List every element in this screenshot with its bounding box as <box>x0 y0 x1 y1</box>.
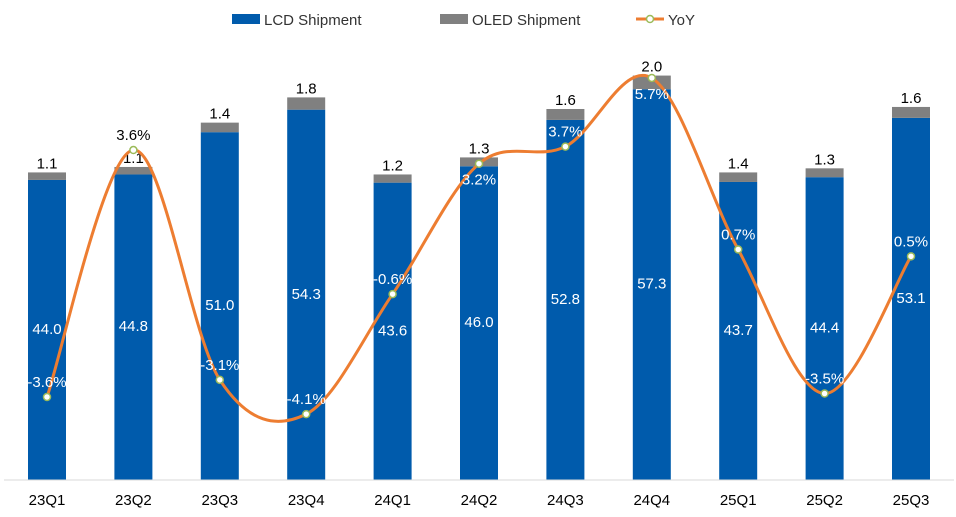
lcd-bar <box>114 174 153 481</box>
x-tick-label: 24Q4 <box>633 492 670 509</box>
lcd-value-label: 54.3 <box>292 286 321 303</box>
legend-swatch <box>232 14 260 24</box>
yoy-value-label: 0.5% <box>894 233 928 250</box>
oled-bar <box>287 97 326 110</box>
legend: LCD Shipment OLED Shipment YoY <box>232 12 695 29</box>
x-tick-label: 25Q2 <box>806 492 843 509</box>
legend-label: OLED Shipment <box>472 12 581 29</box>
x-tick-label: 24Q1 <box>374 492 411 509</box>
yoy-marker <box>42 392 52 402</box>
yoy-marker <box>474 159 484 168</box>
lcd-value-label: 43.7 <box>724 322 753 339</box>
x-tick-label: 24Q2 <box>461 492 498 509</box>
yoy-marker <box>906 252 916 261</box>
yoy-value-label: 3.2% <box>462 172 496 189</box>
yoy-labels: -3.6% 3.6% -3.1% -4.1% -0.6% 3.2% 3.7% 5.7% 0.7%… <box>27 86 928 408</box>
lcd-value-label: 44.4 <box>810 320 839 337</box>
yoy-marker <box>820 389 829 398</box>
yoy-marker <box>647 73 657 83</box>
lcd-bar <box>719 181 758 480</box>
yoy-value-label: 3.6% <box>116 127 150 144</box>
yoy-value-label: 0.7% <box>721 226 755 243</box>
lcd-value-label: 44.0 <box>32 321 61 338</box>
yoy-marker <box>561 142 570 151</box>
oled-bar <box>805 168 844 178</box>
lcd-bar <box>373 182 412 480</box>
yoy-value-label: -3.1% <box>200 357 239 374</box>
oled-value-label: 1.8 <box>296 80 317 97</box>
x-tick-label: 25Q1 <box>720 492 757 509</box>
oled-bar <box>28 172 66 180</box>
oled-bar <box>546 108 585 120</box>
lcd-value-label: 52.8 <box>551 291 580 308</box>
oled-value-label: 1.1 <box>37 155 58 172</box>
lcd-bar <box>546 119 585 481</box>
yoy-line-path <box>45 73 913 423</box>
yoy-value-label: -4.1% <box>287 391 326 408</box>
yoy-marker <box>388 289 397 299</box>
oled-bar <box>719 172 758 182</box>
bars <box>28 75 930 481</box>
oled-bar <box>200 122 239 133</box>
yoy-marker <box>215 375 225 385</box>
oled-bar <box>114 166 153 175</box>
oled-bar <box>373 174 412 183</box>
legend-swatch <box>440 14 468 24</box>
lcd-bar <box>632 89 671 481</box>
yoy-value-label: -3.6% <box>27 374 66 391</box>
oled-value-label: 1.6 <box>555 92 576 109</box>
lcd-value-label: 57.3 <box>637 276 666 293</box>
lcd-value-label: 43.6 <box>378 322 407 339</box>
yoy-marker <box>301 409 311 419</box>
lcd-bar <box>892 117 930 480</box>
lcd-bar <box>460 166 498 480</box>
lcd-bar <box>200 132 239 480</box>
lcd-value-label: 44.8 <box>119 318 148 335</box>
yoy-value-label: -3.5% <box>805 371 844 388</box>
oled-bar <box>892 106 930 118</box>
lcd-value-label: 46.0 <box>464 314 493 331</box>
legend-marker <box>645 14 655 24</box>
x-tick-label: 23Q4 <box>288 492 325 509</box>
lcd-value-label: 53.1 <box>896 290 925 307</box>
oled-value-label: 2.0 <box>641 59 662 76</box>
lcd-value-label: 51.0 <box>205 297 234 314</box>
oled-value-label: 1.3 <box>814 151 835 168</box>
x-tick-label: 25Q3 <box>893 492 930 509</box>
x-tick-label: 23Q3 <box>201 492 238 509</box>
x-tick-labels: 23Q1 23Q2 23Q3 23Q4 24Q1 24Q2 24Q3 24Q4 25Q1 25Q2… <box>29 492 930 509</box>
x-tick-label: 23Q1 <box>29 492 66 509</box>
x-tick-label: 24Q3 <box>547 492 584 509</box>
oled-value-label: 1.2 <box>382 157 403 174</box>
yoy-line <box>42 73 916 423</box>
yoy-marker <box>733 245 743 254</box>
oled-value-label: 1.6 <box>901 90 922 107</box>
yoy-value-label: -0.6% <box>373 271 412 288</box>
bar-labels: 44.01.144.81.151.01.454.31.843.61.246.01… <box>32 59 925 340</box>
oled-value-label: 1.3 <box>469 140 490 157</box>
legend-label: LCD Shipment <box>264 12 362 29</box>
x-tick-label: 23Q2 <box>115 492 152 509</box>
oled-value-label: 1.4 <box>209 106 230 123</box>
lcd-bar <box>805 177 844 480</box>
lcd-bar <box>28 179 66 481</box>
oled-value-label: 1.4 <box>728 155 749 172</box>
yoy-value-label: 5.7% <box>635 86 669 103</box>
legend-label: YoY <box>668 12 695 29</box>
yoy-value-label: 3.7% <box>548 124 582 141</box>
yoy-marker <box>129 145 138 155</box>
